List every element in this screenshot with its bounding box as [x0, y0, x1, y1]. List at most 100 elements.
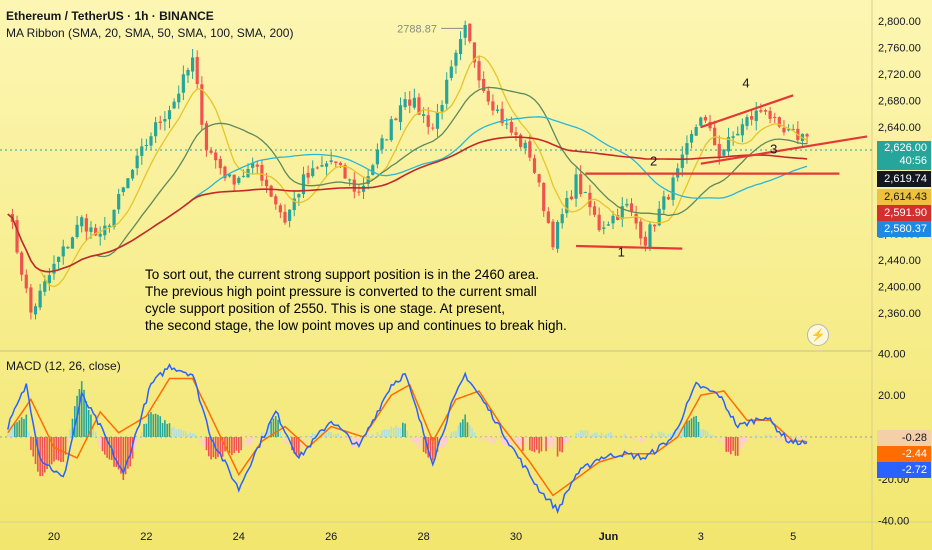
histogram-bar: [450, 431, 453, 437]
candle: [703, 114, 708, 124]
candle: [782, 120, 786, 136]
histogram-bar: [256, 436, 259, 438]
candle: [431, 123, 435, 131]
histogram-bar: [9, 426, 11, 437]
candle: [52, 255, 56, 280]
histogram-bar: [298, 437, 300, 456]
histogram-bar: [438, 437, 441, 449]
histogram-bar: [367, 434, 369, 437]
candle: [620, 197, 624, 228]
candle: [260, 159, 264, 187]
histogram-bar: [801, 436, 804, 437]
histogram-bar: [771, 437, 774, 438]
histogram-bar: [383, 429, 386, 437]
histogram-bar: [388, 429, 390, 437]
candle: [269, 184, 273, 198]
price-tick-label: 2,720.00: [878, 69, 921, 81]
histogram-bar: [750, 436, 753, 437]
histogram-bar: [104, 437, 106, 455]
histogram-bar: [108, 437, 111, 460]
histogram-bar: [27, 431, 30, 437]
candle: [528, 135, 532, 162]
candle: [472, 42, 477, 68]
sma100-price-tag: 2,580.37: [877, 221, 931, 237]
histogram-bar: [411, 437, 413, 442]
macd-label[interactable]: MACD (12, 26, close): [6, 359, 121, 373]
histogram-bar: [198, 437, 201, 445]
candle: [565, 190, 569, 218]
histogram-bar: [71, 418, 74, 437]
histogram-bar: [755, 434, 758, 437]
histogram-bar: [570, 437, 573, 438]
candle: [468, 23, 472, 44]
histogram-bar: [194, 433, 196, 437]
countdown-value: 40:56: [899, 155, 927, 167]
candle: [722, 148, 726, 158]
histogram-bar: [295, 437, 298, 456]
histogram-bar: [739, 437, 741, 449]
histogram-bar: [147, 414, 150, 437]
histogram-bar: [358, 437, 360, 448]
histogram-bar: [542, 437, 545, 449]
histogram-bar: [37, 437, 39, 472]
histogram-bar: [293, 437, 296, 454]
histogram-bar: [171, 427, 173, 437]
candle: [777, 116, 781, 129]
histogram-bar: [397, 427, 399, 437]
histogram-bar: [353, 437, 356, 447]
histogram-bar: [748, 437, 751, 438]
histogram-bar: [730, 437, 732, 455]
ma-ribbon-label[interactable]: MA Ribbon (SMA, 20, SMA, 50, SMA, 100, S…: [6, 26, 294, 40]
support-line-1[interactable]: [576, 244, 683, 250]
histogram-bar: [304, 437, 307, 442]
histogram-bar: [667, 433, 670, 437]
histogram-bar: [455, 430, 457, 437]
histogram-bar: [649, 436, 651, 438]
lightning-icon[interactable]: ⚡: [807, 324, 829, 346]
candle: [371, 163, 375, 176]
histogram-bar: [700, 429, 702, 437]
histogram-bar: [598, 435, 600, 437]
candle: [532, 154, 537, 174]
histogram-bar: [794, 434, 797, 437]
histogram-bar: [422, 437, 425, 453]
histogram-bar: [517, 437, 520, 448]
histogram-bar: [332, 434, 335, 437]
candle: [805, 132, 809, 145]
histogram-bar: [328, 431, 330, 437]
histogram-bar: [18, 420, 21, 437]
histogram-bar: [445, 437, 448, 444]
rising-support-line-3[interactable]: [700, 135, 868, 165]
histogram-bar: [41, 437, 44, 476]
histogram-bar: [420, 437, 423, 447]
histogram-bar: [159, 416, 162, 437]
histogram-bar: [760, 436, 762, 438]
candle: [408, 91, 412, 114]
histogram-bar: [205, 437, 208, 451]
histogram-bar: [371, 434, 374, 437]
histogram-bar: [591, 434, 594, 437]
histogram-bar: [549, 437, 552, 445]
candle: [66, 245, 70, 250]
candle: [33, 303, 38, 320]
histogram-bar: [83, 389, 85, 437]
price-tick-label: 2,440.00: [878, 255, 921, 267]
histogram-bar: [482, 437, 485, 442]
candle: [227, 174, 232, 178]
candle: [214, 150, 218, 169]
histogram-bar: [642, 437, 644, 442]
histogram-bar: [686, 419, 688, 437]
histogram-bar: [552, 437, 554, 450]
candle: [324, 161, 329, 176]
candle: [394, 117, 398, 121]
candle: [172, 98, 176, 110]
histogram-bar: [531, 437, 533, 452]
histogram-bar: [43, 437, 46, 473]
candle: [154, 116, 158, 143]
histogram-bar: [773, 437, 776, 438]
channel-top-line-4[interactable]: [700, 94, 794, 129]
symbol-title[interactable]: Ethereum / TetherUS · 1h · BINANCE: [6, 9, 214, 23]
candle: [149, 132, 153, 151]
histogram-bar: [764, 434, 767, 437]
